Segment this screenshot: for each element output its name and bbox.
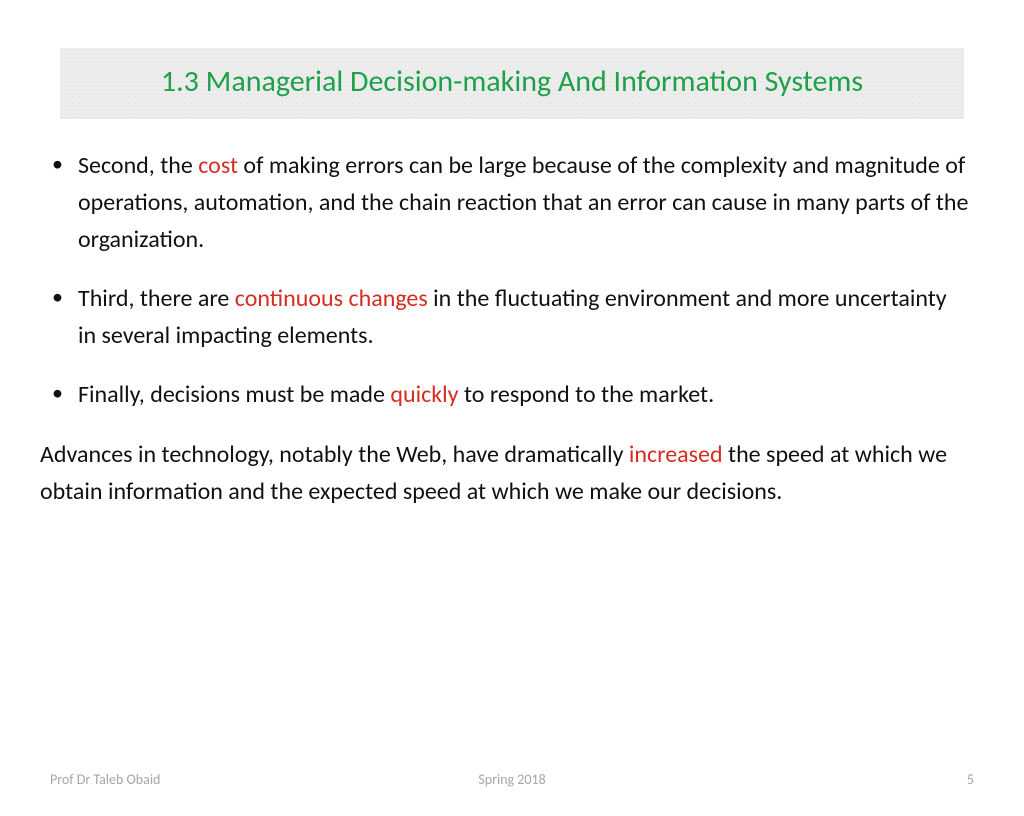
- bullet-text-pre: Second, the: [78, 151, 198, 180]
- bullet-text-pre: Third, there are: [78, 284, 235, 313]
- slide-title-band: 1.3 Managerial Decision-making And Infor…: [60, 48, 964, 119]
- footer-term: Spring 2018: [478, 771, 545, 788]
- bullet-highlight: continuous changes: [235, 284, 428, 313]
- bullet-item: Third, there are continuous changes in t…: [78, 280, 969, 354]
- slide-footer: Prof Dr Taleb Obaid Spring 2018 5: [0, 771, 1024, 788]
- bullet-text-pre: Finally, decisions must be made: [78, 380, 390, 409]
- footer-page-number: 5: [967, 771, 974, 788]
- slide-content: Second, the cost of making errors can be…: [40, 147, 969, 511]
- closing-paragraph: Advances in technology, notably the Web,…: [40, 436, 969, 510]
- bullet-item: Finally, decisions must be made quickly …: [78, 376, 969, 413]
- bullet-text-post: to respond to the market.: [459, 380, 715, 409]
- para-highlight: increased: [629, 440, 723, 469]
- slide-title: 1.3 Managerial Decision-making And Infor…: [161, 63, 863, 100]
- bullet-item: Second, the cost of making errors can be…: [78, 147, 969, 259]
- footer-author: Prof Dr Taleb Obaid: [50, 771, 160, 788]
- bullet-highlight: quickly: [390, 380, 458, 409]
- bullet-list: Second, the cost of making errors can be…: [40, 147, 969, 414]
- bullet-highlight: cost: [198, 151, 238, 180]
- para-text-pre: Advances in technology, notably the Web,…: [40, 440, 629, 469]
